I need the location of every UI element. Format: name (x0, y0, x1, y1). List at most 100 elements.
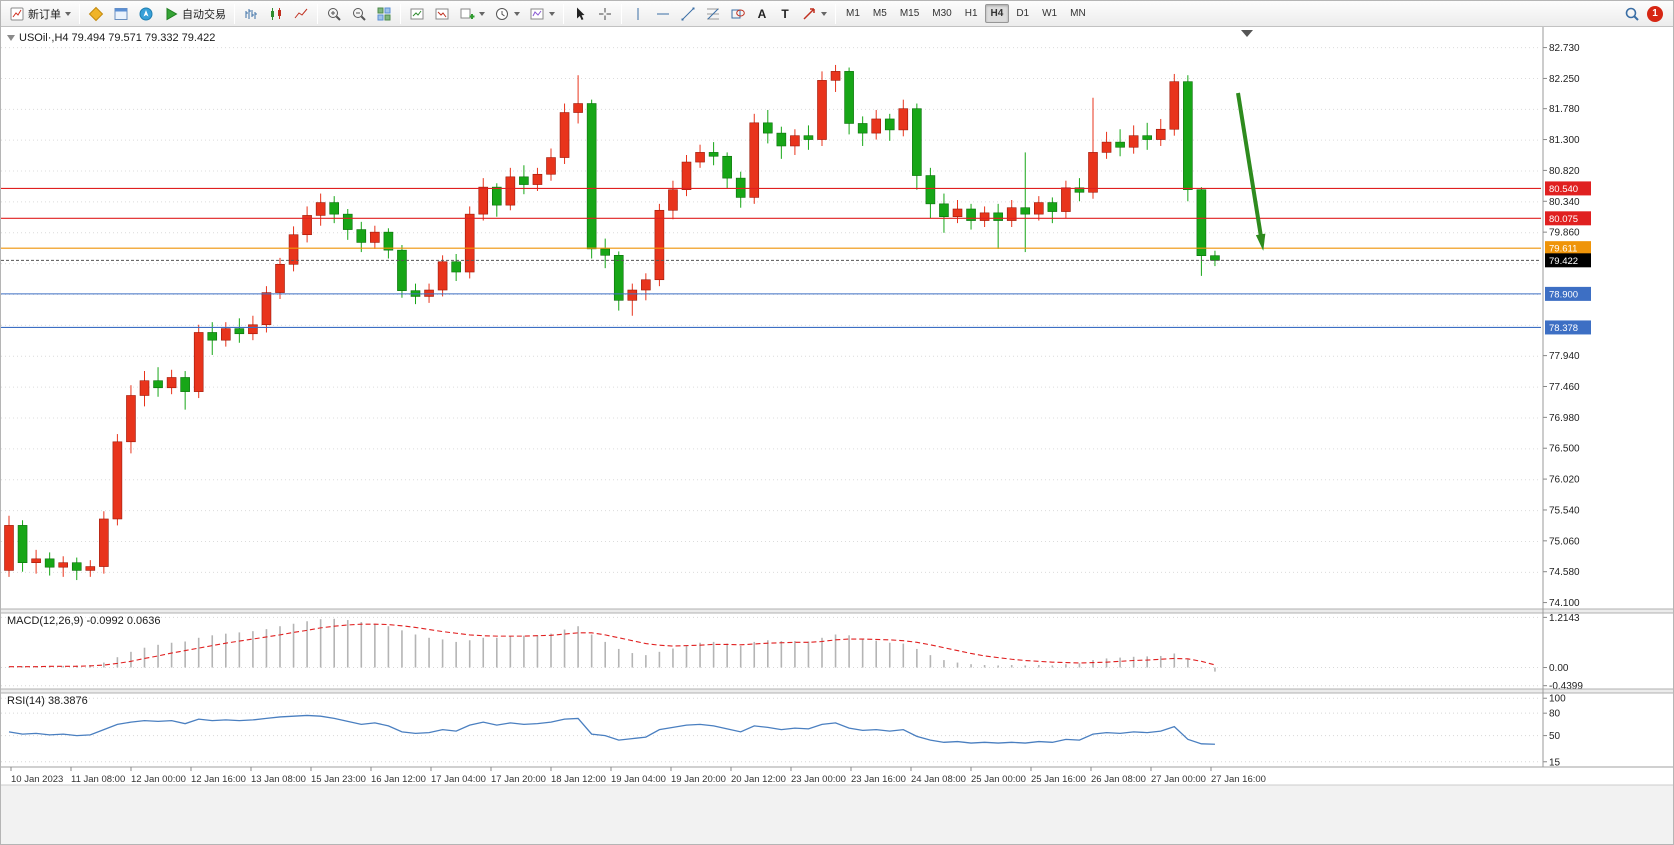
templates-icon (530, 8, 544, 19)
time-axis-label: 26 Jan 08:00 (1091, 774, 1146, 785)
toolbar-text-button[interactable]: A (751, 3, 773, 25)
main-toolbar: 新订单 自动交易 A T M1 M5 M15 M30 H1 H4 D1 W1 MN 1 (1, 1, 1673, 27)
candle (1061, 187, 1071, 212)
new-order-label: 新订单 (28, 8, 61, 21)
toolbar-tile-windows-button[interactable] (372, 3, 396, 25)
candle (912, 108, 922, 176)
dropdown-caret-icon (514, 11, 520, 16)
candle (193, 332, 204, 392)
price-badge (1545, 211, 1591, 226)
toolbar-market-watch-button[interactable] (84, 3, 108, 25)
toolbar-periods-button[interactable] (490, 3, 524, 25)
rsi-indicator-label: RSI(14) 38.3876 (7, 695, 88, 707)
timeframe-D1-button[interactable]: D1 (1016, 8, 1030, 19)
candle (139, 380, 150, 396)
one-click-trading-toggle[interactable] (7, 35, 15, 41)
horizontal-line-objects[interactable]: 80.540 80.075 79.611 78.900 78.378 (1, 181, 1591, 335)
toolbar-zoom-out-button[interactable] (347, 3, 371, 25)
macd-axis-label: -0.4399 (1549, 681, 1583, 692)
toolbar-bar-chart-mode-button[interactable] (239, 3, 263, 25)
time-axis-label: 23 Jan 16:00 (851, 774, 906, 785)
divider-macd-rsi[interactable] (1, 689, 1674, 693)
timeframe-M1-button[interactable]: M1 (846, 8, 860, 19)
candle (803, 135, 814, 140)
toolbar-templates-button[interactable] (525, 3, 559, 25)
candle (85, 566, 96, 571)
candle (1047, 202, 1058, 212)
toolbar-shapes-button[interactable] (726, 3, 750, 25)
chart-shift-marker[interactable] (1241, 30, 1253, 37)
time-axis-label: 17 Jan 20:00 (491, 774, 546, 785)
toolbar-separator (835, 3, 836, 24)
toolbar-horizontal-line-button[interactable] (651, 3, 675, 25)
timeframe-MN-button[interactable]: MN (1070, 8, 1086, 19)
price-scale[interactable]: 82.730 82.250 81.780 81.300 80.820 80.340 79.8… (1542, 27, 1580, 767)
time-axis-label: 11 Jan 08:00 (71, 774, 125, 785)
toolbar-new-order-button[interactable]: 新订单 (5, 3, 75, 25)
tile-windows-icon (377, 7, 391, 20)
toolbar-auto-trading-button[interactable]: 自动交易 (159, 3, 230, 25)
price-axis-label: 82.730 (1549, 43, 1580, 54)
toolbar-auto-scroll-button[interactable] (405, 3, 429, 25)
toolbar-text-label-button[interactable]: T (774, 3, 796, 25)
candle (844, 71, 854, 124)
toolbar-separator (234, 3, 235, 24)
time-scale[interactable]: 10 Jan 2023 11 Jan 08:00 12 Jan 00:00 12 Ja… (10, 767, 1266, 785)
search-button[interactable] (1620, 3, 1644, 25)
vertical-line-icon (637, 7, 639, 20)
toolbar-add-indicator-button[interactable] (455, 3, 489, 25)
chart-canvas[interactable]: 80.540 80.075 79.611 78.900 78.378 79.422 1.… (1, 27, 1674, 845)
candle (857, 123, 868, 134)
current-price-badge: 79.422 (1549, 256, 1578, 267)
line-chart-mode-icon (294, 8, 308, 18)
candle (478, 186, 489, 215)
candle (1088, 152, 1098, 193)
candle (288, 234, 299, 265)
candle (31, 558, 41, 563)
notification-badge[interactable]: 1 (1647, 5, 1663, 22)
timeframe-W1-button[interactable]: W1 (1042, 8, 1058, 19)
candle (437, 261, 448, 291)
toolbar-line-chart-mode-button[interactable] (289, 3, 313, 25)
price-axis-label: 79.860 (1549, 228, 1580, 239)
toolbar-separator (317, 3, 318, 24)
crosshair-icon (599, 7, 611, 20)
toolbar-fibonacci-button[interactable] (701, 3, 725, 25)
toolbar-zoom-in-button[interactable] (322, 3, 346, 25)
toolbar-crosshair-button[interactable] (593, 3, 617, 25)
price-axis-label: 74.100 (1549, 598, 1580, 609)
macd-panel: 1.2143 0.00 -0.4399 (1, 613, 1583, 692)
candle (126, 395, 136, 443)
toolbar-vertical-line-button[interactable] (626, 3, 650, 25)
toolbar-separator (621, 3, 622, 24)
arrow-annotation[interactable] (1236, 92, 1266, 251)
toolbar-candlestick-mode-button[interactable] (264, 3, 288, 25)
price-axis-label: 80.820 (1549, 166, 1580, 177)
zoom-in-icon (328, 7, 341, 21)
arrows-icon (803, 7, 815, 20)
panel-dividers[interactable] (1, 608, 1674, 845)
timeframe-M30-button[interactable]: M30 (932, 8, 952, 19)
dropdown-caret-icon (549, 11, 555, 16)
toolbar-data-window-button[interactable] (109, 3, 133, 25)
toolbar-arrows-button[interactable] (797, 3, 831, 25)
candle (248, 324, 258, 335)
divider-main-macd[interactable] (1, 609, 1674, 613)
time-axis-label: 27 Jan 00:00 (1151, 774, 1206, 785)
toolbar-cursor-button[interactable] (568, 3, 592, 25)
toolbar-navigator-button[interactable] (134, 3, 158, 25)
timeframe-H4-button[interactable]: H4 (984, 4, 1010, 23)
timeframe-M5-button[interactable]: M5 (872, 8, 887, 19)
candle (275, 264, 285, 293)
toolbar-chart-shift-button[interactable] (430, 3, 454, 25)
candle (871, 118, 882, 134)
candle (1128, 135, 1139, 148)
timeframe-H1-button[interactable]: H1 (964, 8, 978, 19)
time-axis-label: 24 Jan 08:00 (911, 774, 966, 785)
time-axis-label: 25 Jan 16:00 (1031, 774, 1086, 785)
price-badge-label: 79.611 (1549, 244, 1577, 255)
toolbar-trendline-button[interactable] (676, 3, 700, 25)
timeframe-M15-button[interactable]: M15 (899, 8, 920, 19)
market-watch-icon (88, 6, 104, 21)
candle (749, 122, 760, 198)
